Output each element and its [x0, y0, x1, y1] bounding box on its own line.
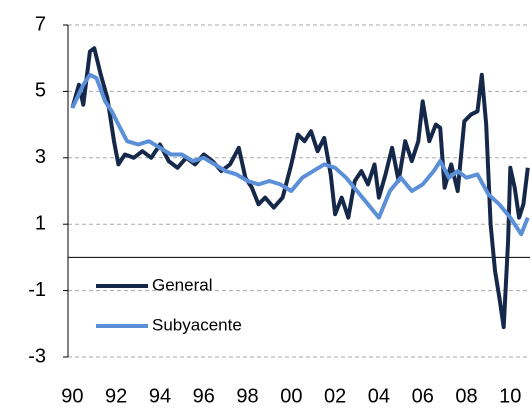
legend-label: General — [152, 275, 212, 294]
y-tick-label: 3 — [35, 146, 46, 168]
x-tick-label: 08 — [455, 385, 477, 407]
legend-label: Subyacente — [152, 315, 242, 334]
y-tick-label: 5 — [35, 80, 46, 102]
x-tick-label: 90 — [61, 385, 83, 407]
y-tick-label: -1 — [28, 279, 46, 301]
x-tick-label: 06 — [412, 385, 434, 407]
x-tick-label: 10 — [499, 385, 521, 407]
x-tick-label: 94 — [149, 385, 171, 407]
y-tick-label: 7 — [35, 13, 46, 35]
y-tick-label: 1 — [35, 212, 46, 234]
x-tick-label: 92 — [105, 385, 127, 407]
x-tick-label: 02 — [324, 385, 346, 407]
x-tick-label: 98 — [236, 385, 258, 407]
x-tick-label: 96 — [193, 385, 215, 407]
x-tick-label: 04 — [368, 385, 390, 407]
series-line — [70, 46, 530, 330]
series-line — [70, 72, 530, 237]
y-tick-label: -3 — [28, 345, 46, 367]
x-tick-label: 00 — [280, 385, 302, 407]
